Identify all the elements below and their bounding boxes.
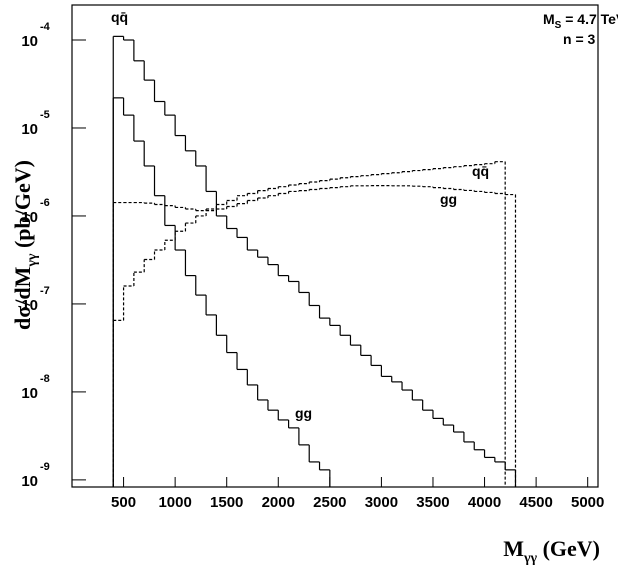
x-tick-label: 3000	[365, 494, 398, 511]
y-axis-title: dσ/dMγγ (pb/GeV)	[10, 160, 40, 330]
n-label: n = 3	[563, 31, 596, 47]
y-tick-label: 10	[21, 33, 38, 50]
x-tick-label: 5000	[571, 494, 604, 511]
y-tick-label: 10	[21, 121, 38, 138]
plot-frame	[71, 4, 599, 488]
ms-label: MS = 4.7 TeV	[543, 11, 618, 31]
y-tick-exponent: -5	[40, 109, 50, 121]
x-tick-label: 1000	[158, 494, 191, 511]
y-tick-exponent: -6	[40, 197, 50, 209]
x-tick-label: 500	[111, 494, 136, 511]
y-tick-exponent: -4	[40, 21, 51, 33]
y-tick-exponent: -9	[40, 461, 50, 473]
x-tick-label: 1500	[210, 494, 243, 511]
series-annotation: qq̄	[111, 9, 128, 25]
x-tick-label: 3500	[416, 494, 449, 511]
x-tick-label: 2000	[262, 494, 295, 511]
series-annotation: gg	[440, 191, 457, 207]
x-axis-title: Mγγ (GeV)	[503, 536, 600, 566]
y-tick-label: 10	[21, 473, 38, 490]
x-tick-label: 4000	[468, 494, 501, 511]
y-tick-label: 10	[21, 209, 38, 226]
x-tick-label: 2500	[313, 494, 346, 511]
y-tick-exponent: -8	[40, 373, 50, 385]
y-tick-label: 10	[21, 297, 38, 314]
series-annotation: qq̄	[472, 163, 489, 179]
series-annotation: gg	[295, 405, 312, 421]
y-tick-label: 10	[21, 385, 38, 402]
x-tick-label: 4500	[519, 494, 552, 511]
y-tick-exponent: -7	[40, 285, 50, 297]
